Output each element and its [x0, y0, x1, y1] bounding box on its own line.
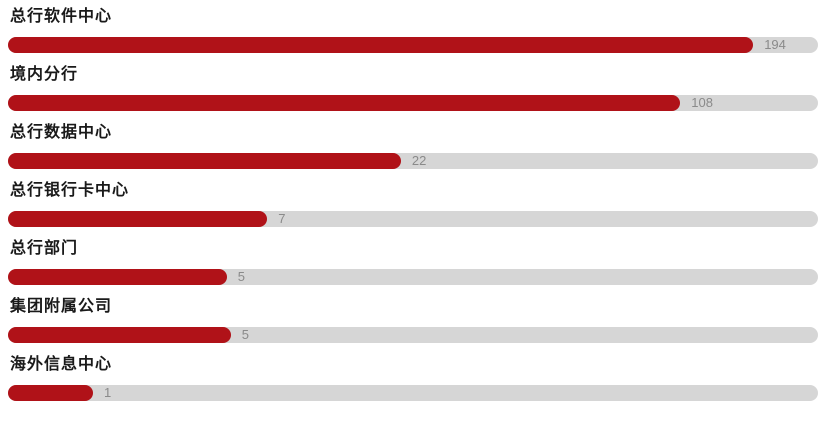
category-label: 总行软件中心	[10, 8, 113, 25]
bar-fill	[8, 385, 94, 401]
category-label: 总行银行卡中心	[10, 182, 130, 199]
category-label: 境内分行	[10, 66, 79, 83]
bar-track: 108	[8, 95, 818, 111]
value-label: 7	[278, 211, 286, 226]
category-label: 总行部门	[10, 240, 79, 257]
bar-track: 7	[8, 211, 818, 227]
category-label: 集团附属公司	[10, 298, 113, 315]
bar-track: 22	[8, 153, 818, 169]
category-label: 总行数据中心	[10, 124, 113, 141]
bar-fill	[8, 95, 681, 111]
value-label: 22	[411, 153, 427, 168]
value-label: 108	[691, 95, 713, 110]
bar-group: 总行软件中心 194	[8, 6, 818, 53]
bar-track: 5	[8, 269, 818, 285]
bar-fill	[8, 37, 754, 53]
bar-group: 海外信息中心 1	[8, 354, 818, 401]
value-label: 5	[237, 269, 245, 284]
bar-fill	[8, 269, 227, 285]
bar-fill	[8, 211, 268, 227]
bar-group: 总行银行卡中心 7	[8, 180, 818, 227]
bar-group: 境内分行 108	[8, 64, 818, 111]
bar-fill	[8, 327, 231, 343]
bar-track: 1	[8, 385, 818, 401]
bar-group: 集团附属公司 5	[8, 296, 818, 343]
bar-group: 总行数据中心 22	[8, 122, 818, 169]
value-label: 1	[104, 385, 112, 400]
category-label: 海外信息中心	[10, 356, 113, 373]
bar-track: 5	[8, 327, 818, 343]
bar-group: 总行部门 5	[8, 238, 818, 285]
bar-fill	[8, 153, 401, 169]
bar-track: 194	[8, 37, 818, 53]
value-label: 194	[764, 37, 786, 52]
value-label: 5	[241, 327, 249, 342]
